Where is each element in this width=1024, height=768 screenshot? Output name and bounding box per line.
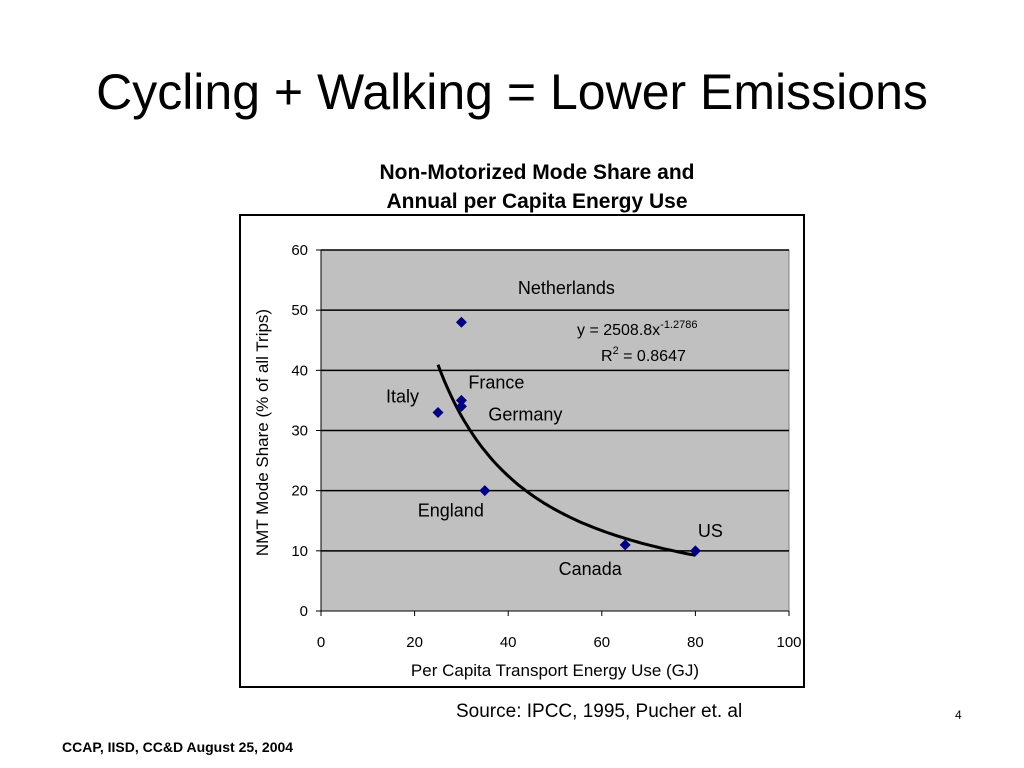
x-tick-label: 20 [406, 634, 423, 651]
y-tick-label: 40 [291, 362, 308, 379]
data-point [479, 485, 491, 497]
equation-exponent: -1.2786 [660, 319, 697, 331]
source-note: Source: IPCC, 1995, Pucher et. al [456, 701, 743, 722]
y-tick-label: 30 [291, 423, 308, 440]
y-tick-label: 10 [291, 543, 308, 560]
y-tick-label: 50 [291, 302, 308, 319]
x-axis-label: Per Capita Transport Energy Use (GJ) [411, 661, 699, 680]
point-label: Canada [559, 559, 623, 579]
x-tick-label: 60 [593, 634, 610, 651]
r-squared-value: = 0.8647 [619, 348, 686, 365]
point-label: Netherlands [518, 278, 615, 298]
point-label: France [468, 372, 524, 392]
data-point [619, 539, 631, 551]
data-point [455, 394, 467, 406]
data-point [689, 545, 701, 557]
page-number: 4 [955, 708, 962, 722]
data-point [455, 400, 467, 412]
slide-title: Cycling + Walking = Lower Emissions [96, 64, 928, 120]
x-tick-label: 80 [687, 634, 704, 651]
x-tick-label: 100 [776, 634, 801, 651]
chart-title: Non-Motorized Mode Share and Annual per … [300, 158, 774, 216]
x-tick-label: 40 [500, 634, 517, 651]
x-axis-ticks: 0 20 40 60 80 100 [317, 611, 802, 651]
data-points [432, 316, 701, 557]
equation-base: y = 2508.8x [577, 322, 660, 339]
y-tick-label: 60 [291, 242, 308, 259]
r-squared: R2 = 0.8647 [601, 345, 686, 365]
trendline-equation: y = 2508.8x-1.2786 [577, 319, 697, 339]
footer-text: CCAP, IISD, CC&D August 25, 2004 [62, 739, 294, 755]
gridlines [321, 249, 789, 552]
y-tick-label: 20 [291, 483, 308, 500]
r-squared-base: R [601, 348, 613, 365]
point-label: US [698, 521, 723, 541]
y-axis-ticks: 0 10 20 30 40 50 60 [291, 242, 321, 620]
data-point [455, 316, 467, 328]
point-label: Germany [488, 404, 562, 424]
data-point [432, 406, 444, 418]
point-label: England [418, 501, 484, 521]
point-labels: Netherlands Italy France Germany England Cana… [386, 278, 723, 579]
chart-title-line-2: Annual per Capita Energy Use [386, 190, 688, 213]
power-trendline [436, 364, 696, 557]
point-label: Italy [386, 386, 419, 406]
chart-title-line-1: Non-Motorized Mode Share and [379, 161, 695, 184]
y-axis-label: NMT Mode Share (% of all Trips) [253, 309, 272, 556]
r-squared-sup: 2 [613, 345, 619, 357]
y-tick-label: 0 [300, 603, 308, 620]
x-tick-label: 0 [317, 634, 325, 651]
